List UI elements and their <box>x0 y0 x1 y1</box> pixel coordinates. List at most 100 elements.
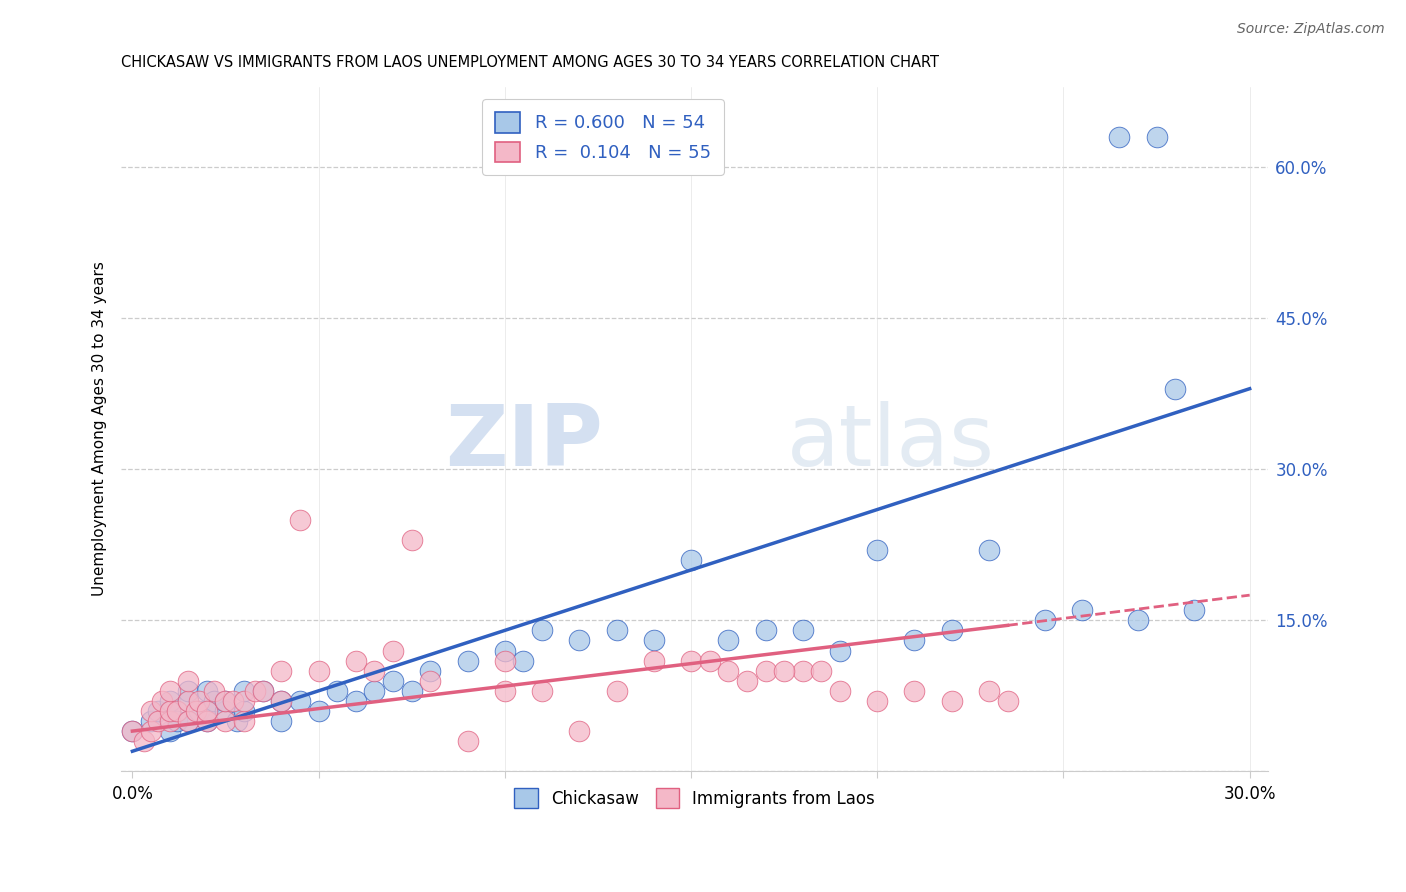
Point <box>214 704 236 718</box>
Point <box>494 643 516 657</box>
Point <box>150 694 173 708</box>
Point <box>866 694 889 708</box>
Point <box>828 683 851 698</box>
Point <box>270 664 292 678</box>
Point <box>202 694 225 708</box>
Point <box>159 714 181 728</box>
Point <box>214 694 236 708</box>
Point <box>344 654 367 668</box>
Point <box>188 704 211 718</box>
Point <box>401 533 423 547</box>
Point <box>270 694 292 708</box>
Point <box>1164 382 1187 396</box>
Point <box>828 643 851 657</box>
Point <box>288 513 311 527</box>
Point <box>419 664 441 678</box>
Point <box>177 694 200 708</box>
Point <box>195 704 218 718</box>
Point <box>512 654 534 668</box>
Point <box>252 683 274 698</box>
Point <box>233 704 256 718</box>
Point <box>810 664 832 678</box>
Point <box>288 694 311 708</box>
Point <box>606 683 628 698</box>
Point <box>679 553 702 567</box>
Point <box>177 673 200 688</box>
Point <box>941 694 963 708</box>
Point <box>792 624 814 638</box>
Point <box>166 704 188 718</box>
Point <box>717 633 740 648</box>
Text: ZIP: ZIP <box>446 401 603 484</box>
Point <box>166 714 188 728</box>
Point <box>717 664 740 678</box>
Point <box>977 542 1000 557</box>
Point <box>866 542 889 557</box>
Point <box>159 704 181 718</box>
Point <box>568 724 591 739</box>
Point <box>225 714 247 728</box>
Text: atlas: atlas <box>786 401 994 484</box>
Point <box>494 683 516 698</box>
Text: Source: ZipAtlas.com: Source: ZipAtlas.com <box>1237 22 1385 37</box>
Point <box>754 664 776 678</box>
Point <box>202 683 225 698</box>
Point <box>188 694 211 708</box>
Y-axis label: Unemployment Among Ages 30 to 34 years: Unemployment Among Ages 30 to 34 years <box>93 261 107 597</box>
Point <box>159 683 181 698</box>
Point <box>363 664 385 678</box>
Point <box>792 664 814 678</box>
Point <box>419 673 441 688</box>
Point <box>159 724 181 739</box>
Point <box>531 624 554 638</box>
Point <box>233 714 256 728</box>
Point <box>941 624 963 638</box>
Point <box>308 664 330 678</box>
Point <box>1108 130 1130 145</box>
Point <box>184 704 207 718</box>
Point <box>773 664 796 678</box>
Point <box>148 714 170 728</box>
Point <box>977 683 1000 698</box>
Point <box>245 683 267 698</box>
Point <box>1071 603 1094 617</box>
Point <box>177 683 200 698</box>
Point <box>308 704 330 718</box>
Point <box>177 714 200 728</box>
Point <box>643 654 665 668</box>
Point <box>233 683 256 698</box>
Point <box>139 724 162 739</box>
Point <box>195 683 218 698</box>
Point <box>1182 603 1205 617</box>
Point <box>606 624 628 638</box>
Point <box>214 714 236 728</box>
Point <box>159 694 181 708</box>
Point <box>270 714 292 728</box>
Point <box>214 694 236 708</box>
Point <box>457 734 479 748</box>
Point <box>159 704 181 718</box>
Point <box>121 724 143 739</box>
Point <box>903 633 925 648</box>
Point <box>177 714 200 728</box>
Point <box>754 624 776 638</box>
Point <box>363 683 385 698</box>
Point <box>195 714 218 728</box>
Point <box>997 694 1019 708</box>
Point <box>382 643 405 657</box>
Legend: Chickasaw, Immigrants from Laos: Chickasaw, Immigrants from Laos <box>508 781 882 814</box>
Point <box>326 683 349 698</box>
Point <box>195 714 218 728</box>
Point <box>401 683 423 698</box>
Point <box>270 694 292 708</box>
Point <box>252 683 274 698</box>
Point <box>1033 613 1056 627</box>
Point <box>1126 613 1149 627</box>
Point <box>679 654 702 668</box>
Point <box>148 704 170 718</box>
Point <box>568 633 591 648</box>
Point <box>457 654 479 668</box>
Point <box>494 654 516 668</box>
Point <box>121 724 143 739</box>
Point <box>139 704 162 718</box>
